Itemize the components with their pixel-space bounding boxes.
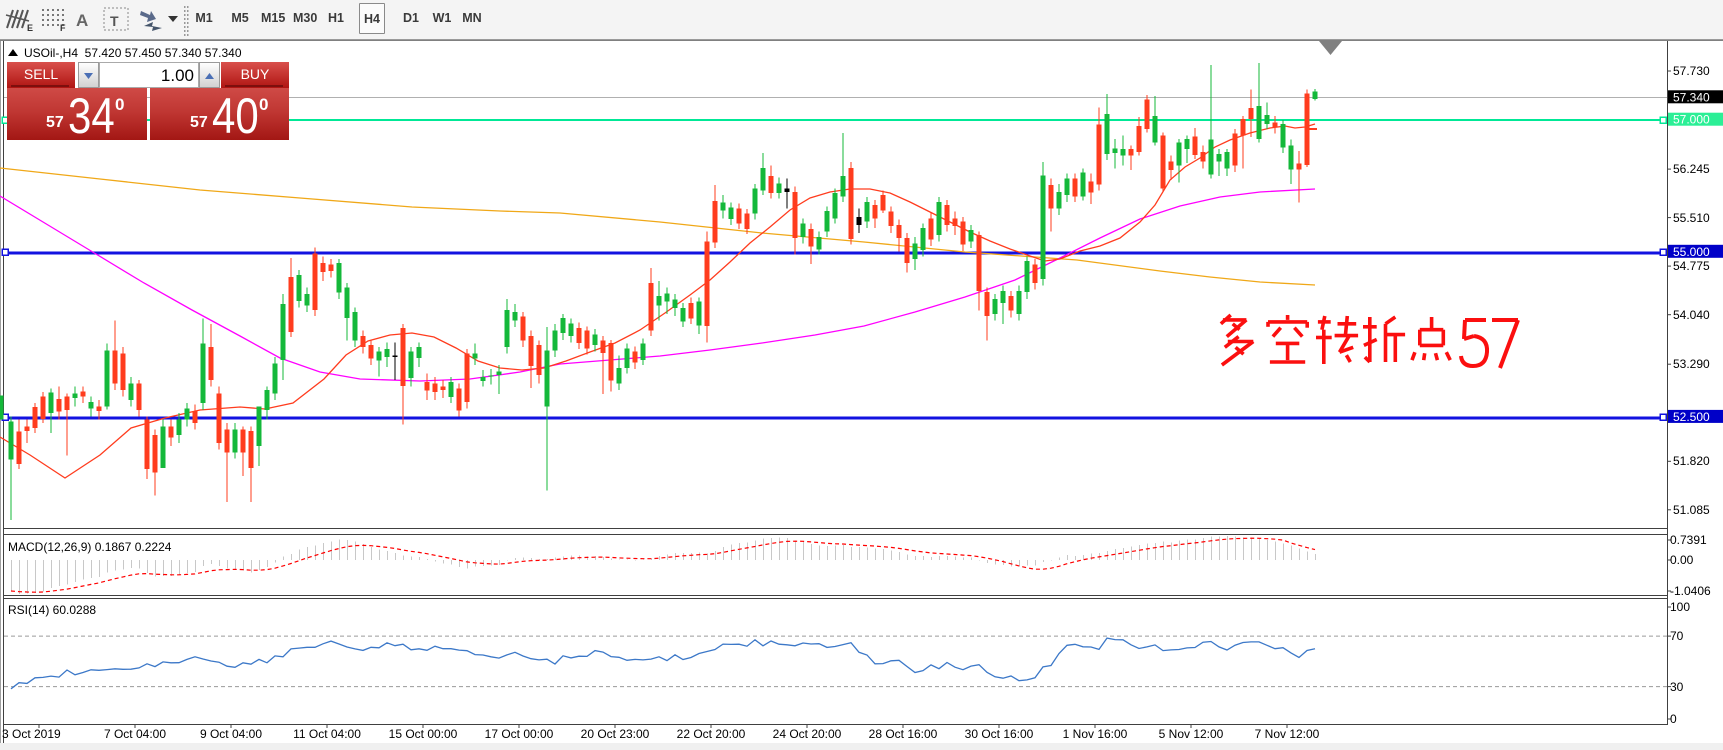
svg-text:54.040: 54.040 [1673,308,1710,322]
svg-text:24 Oct 20:00: 24 Oct 20:00 [773,727,842,741]
svg-text:A: A [76,11,88,30]
svg-text:T: T [110,13,119,29]
svg-text:53.290: 53.290 [1673,357,1710,371]
svg-text:51.820: 51.820 [1673,454,1710,468]
svg-text:57.340: 57.340 [1673,90,1710,104]
svg-text:15 Oct 00:00: 15 Oct 00:00 [389,727,458,741]
svg-text:3 Oct 2019: 3 Oct 2019 [2,727,61,741]
svg-text:RSI(14) 60.0288: RSI(14) 60.0288 [8,603,96,617]
svg-text:11 Oct 04:00: 11 Oct 04:00 [293,727,361,741]
svg-text:17 Oct 00:00: 17 Oct 00:00 [485,727,554,741]
svg-text:55.000: 55.000 [1673,245,1710,259]
svg-text:0.7391: 0.7391 [1670,533,1707,547]
svg-text:22 Oct 20:00: 22 Oct 20:00 [677,727,746,741]
svg-text:57.730: 57.730 [1673,64,1710,78]
svg-text:28 Oct 16:00: 28 Oct 16:00 [869,727,938,741]
svg-text:5 Nov 12:00: 5 Nov 12:00 [1159,727,1224,741]
svg-text:30: 30 [1670,680,1684,694]
svg-text:E: E [27,23,33,33]
svg-text:MACD(12,26,9) 0.1867 0.2224: MACD(12,26,9) 0.1867 0.2224 [8,540,172,554]
svg-text:55.510: 55.510 [1673,211,1710,225]
svg-text:51.085: 51.085 [1673,503,1710,517]
svg-text:0.00: 0.00 [1670,553,1694,567]
svg-text:-1.0406: -1.0406 [1670,584,1711,598]
svg-text:USOil-,H4 57.420 57.450 57.34: USOil-,H4 57.420 57.450 57.340 57.340 [24,46,242,60]
svg-text:9 Oct 04:00: 9 Oct 04:00 [200,727,262,741]
svg-text:70: 70 [1670,629,1684,643]
svg-text:7 Nov 12:00: 7 Nov 12:00 [1255,727,1320,741]
svg-text:30 Oct 16:00: 30 Oct 16:00 [965,727,1034,741]
svg-text:7 Oct 04:00: 7 Oct 04:00 [104,727,166,741]
svg-text:56.245: 56.245 [1673,162,1710,176]
svg-text:57.000: 57.000 [1673,113,1710,127]
svg-text:54.775: 54.775 [1673,259,1710,273]
svg-text:52.500: 52.500 [1673,410,1710,424]
svg-text:1 Nov 16:00: 1 Nov 16:00 [1063,727,1128,741]
svg-text:20 Oct 23:00: 20 Oct 23:00 [581,727,650,741]
svg-text:F: F [60,23,66,33]
svg-text:100: 100 [1670,600,1690,614]
svg-text:0: 0 [1670,712,1677,726]
